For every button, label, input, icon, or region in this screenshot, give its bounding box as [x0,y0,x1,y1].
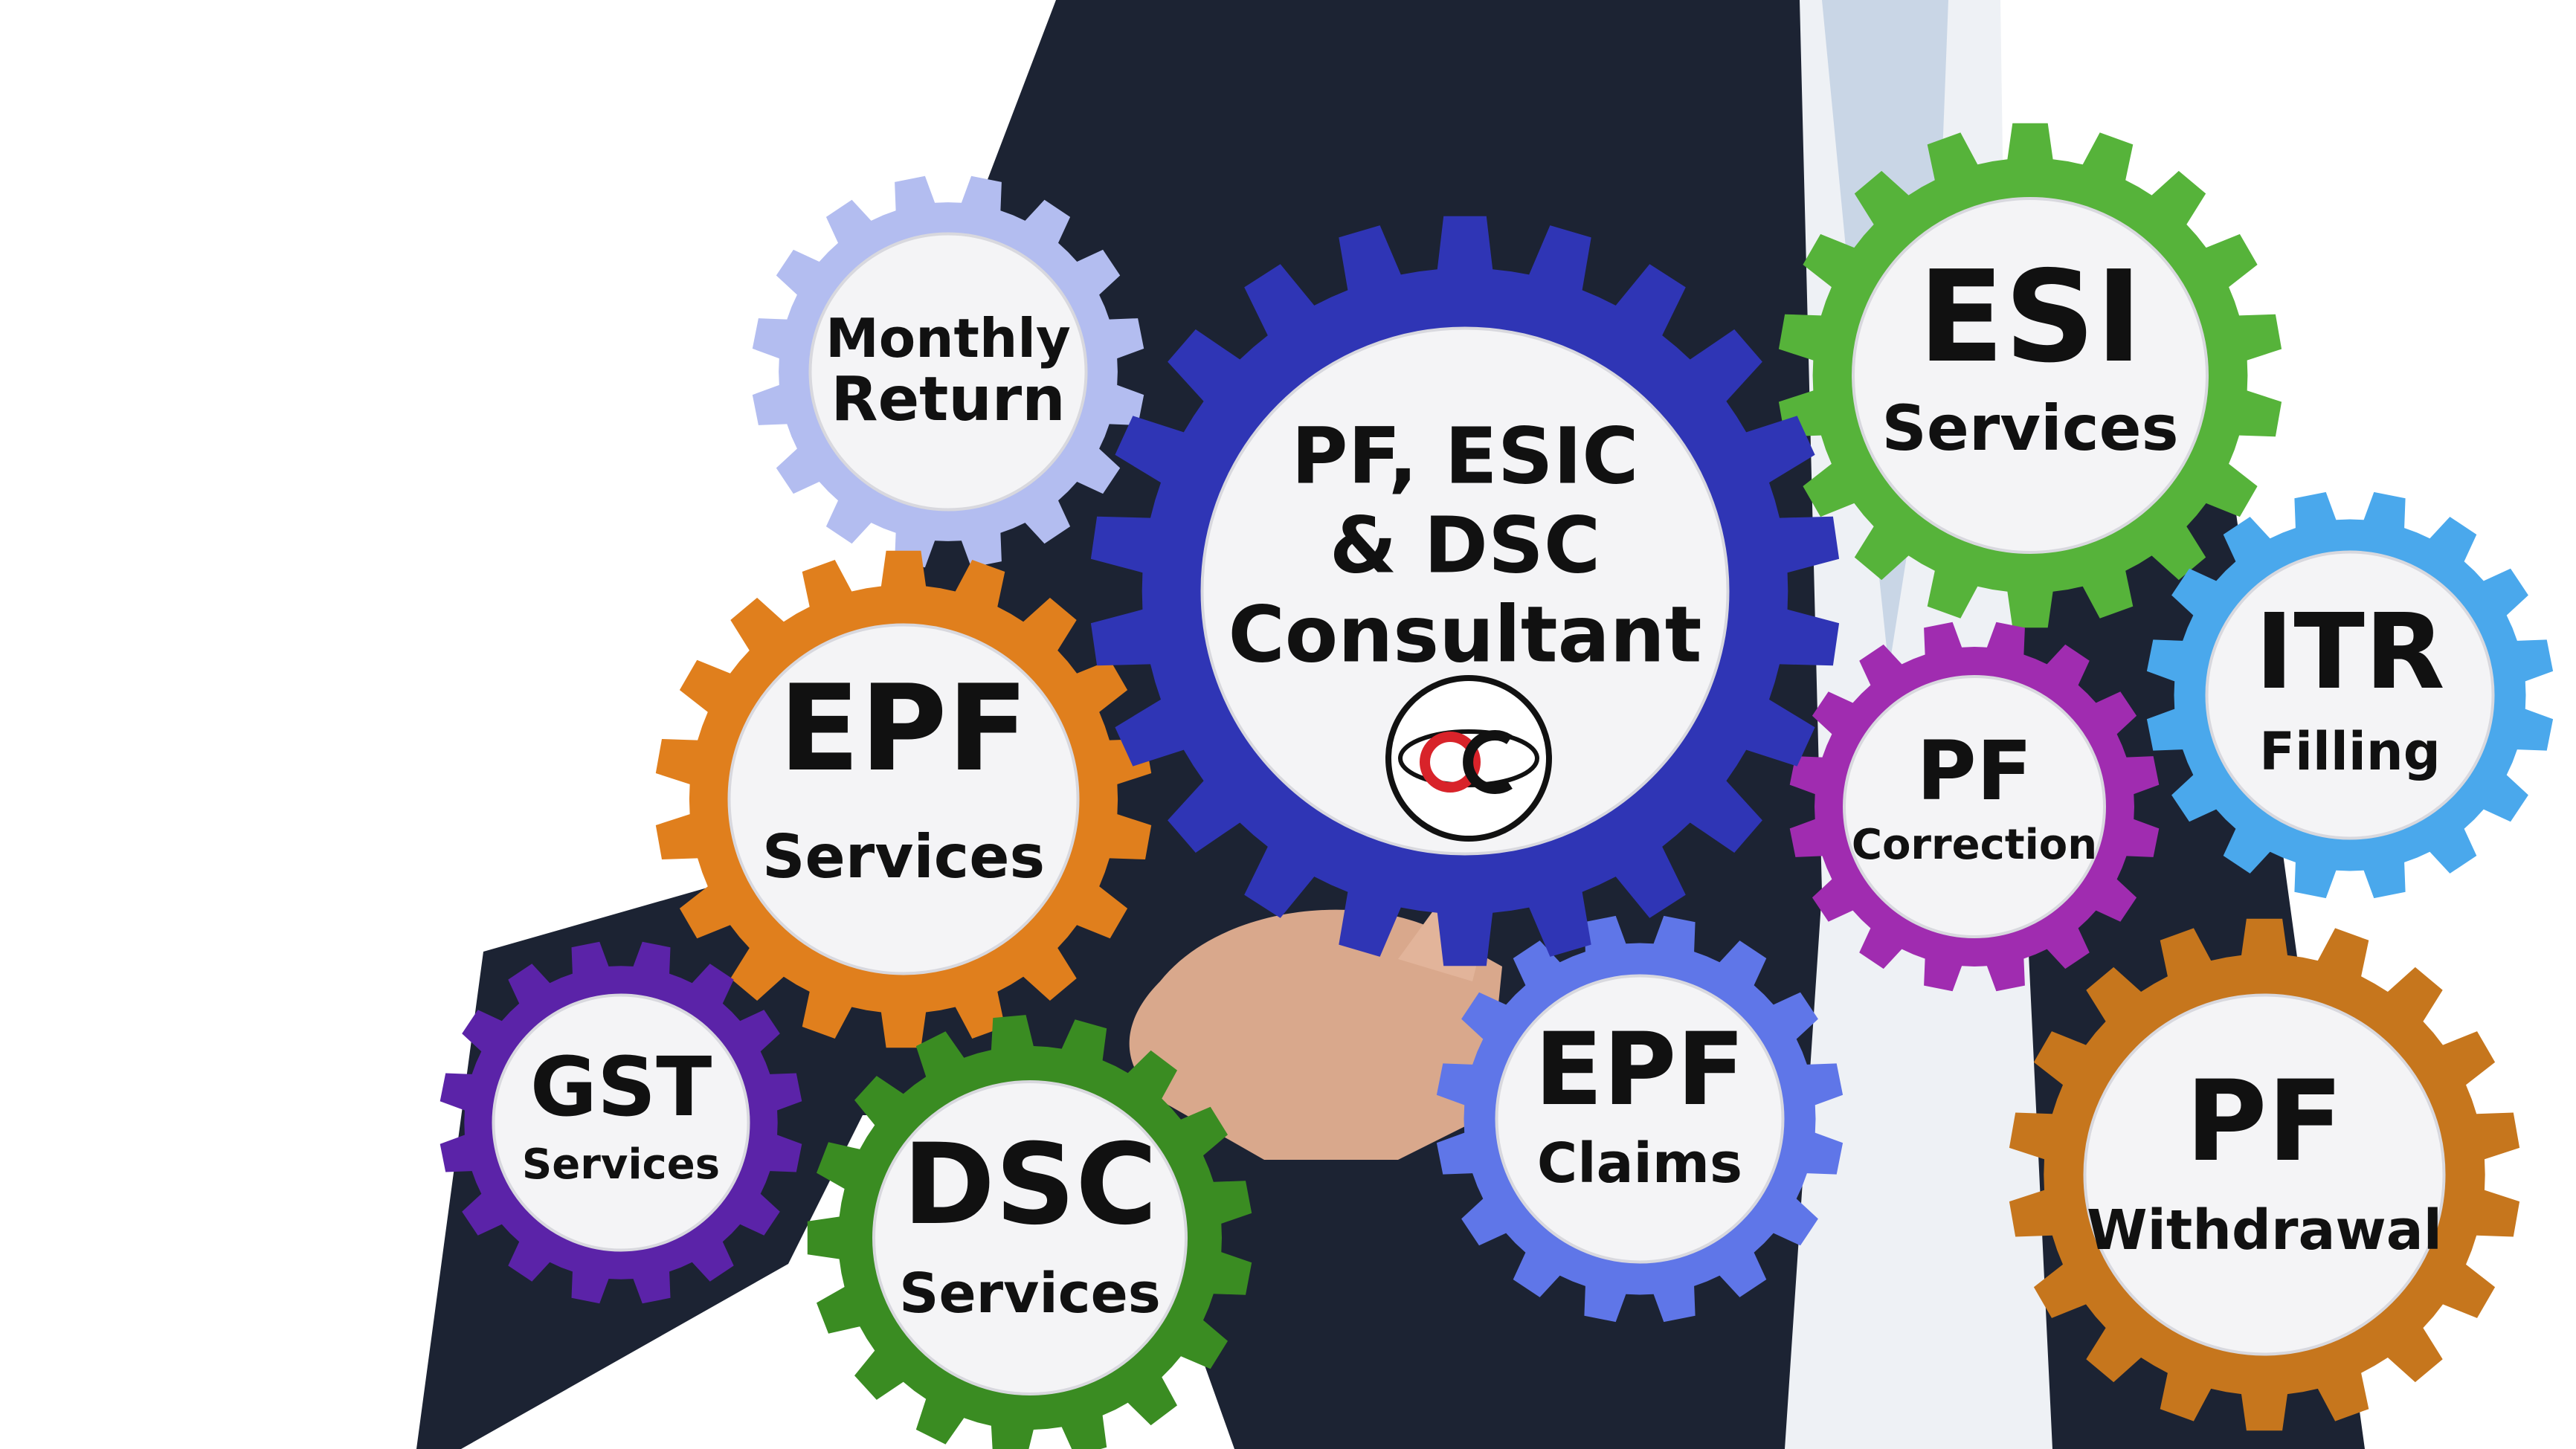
gear-label-pf-withdrawal-1: PF [2186,1057,2343,1187]
gear-label-epf-services-2: Services [762,822,1045,891]
gear-face [492,993,750,1252]
gear-face [1852,197,2209,554]
gear-face [1200,326,1730,856]
gear-face [2083,993,2446,1356]
gear-label-itr-filling-1: ITR [2255,592,2444,713]
gear-label-gst-services-1: GST [530,1039,712,1135]
gear-face [1495,974,1785,1264]
gear-label-monthly-return-2: Return [831,364,1065,435]
gear-label-gst-services-2: Services [522,1140,720,1189]
gear-label-dsc-services-2: Services [899,1262,1161,1326]
gear-gst-services: GST Services [439,941,802,1304]
gear-itr-filling: ITR Filling [2146,491,2554,899]
gear-label-dsc-services-1: DSC [903,1120,1158,1250]
gear-dsc-services: DSC Services [807,1015,1252,1449]
gear-label-pf-correction-1: PF [1916,723,2032,819]
gear-label-epf-claims-2: Claims [1537,1132,1742,1195]
gear-face [808,232,1088,511]
oc-logo-icon [1385,675,1552,842]
pointing-hand [1129,909,1502,1160]
center-label-1: PF, ESIC [1291,411,1638,502]
gear-label-esi-services-1: ESI [1918,244,2142,391]
gear-label-itr-filling-2: Filling [2259,721,2441,782]
gear-label-esi-services-2: Services [1881,392,2178,465]
gear-face [727,623,1080,975]
gear-epf-services: EPF Services [655,550,1152,1048]
gear-label-epf-services-1: EPF [779,659,1028,798]
gear-label-monthly-return-1: Monthly [825,307,1071,369]
gear-face [2205,550,2495,840]
gear-pf-withdrawal: PF Withdrawal [2009,918,2520,1431]
center-label-2: & DSC [1330,500,1600,591]
gear-label-pf-withdrawal-2: Withdrawal [2087,1198,2442,1262]
gear-face [872,1080,1188,1395]
gear-face [1843,675,2106,938]
gear-label-epf-claims-1: EPF [1534,1011,1745,1128]
gear-label-pf-correction-2: Correction [1852,821,2097,869]
center-label-3: Consultant [1228,590,1701,680]
